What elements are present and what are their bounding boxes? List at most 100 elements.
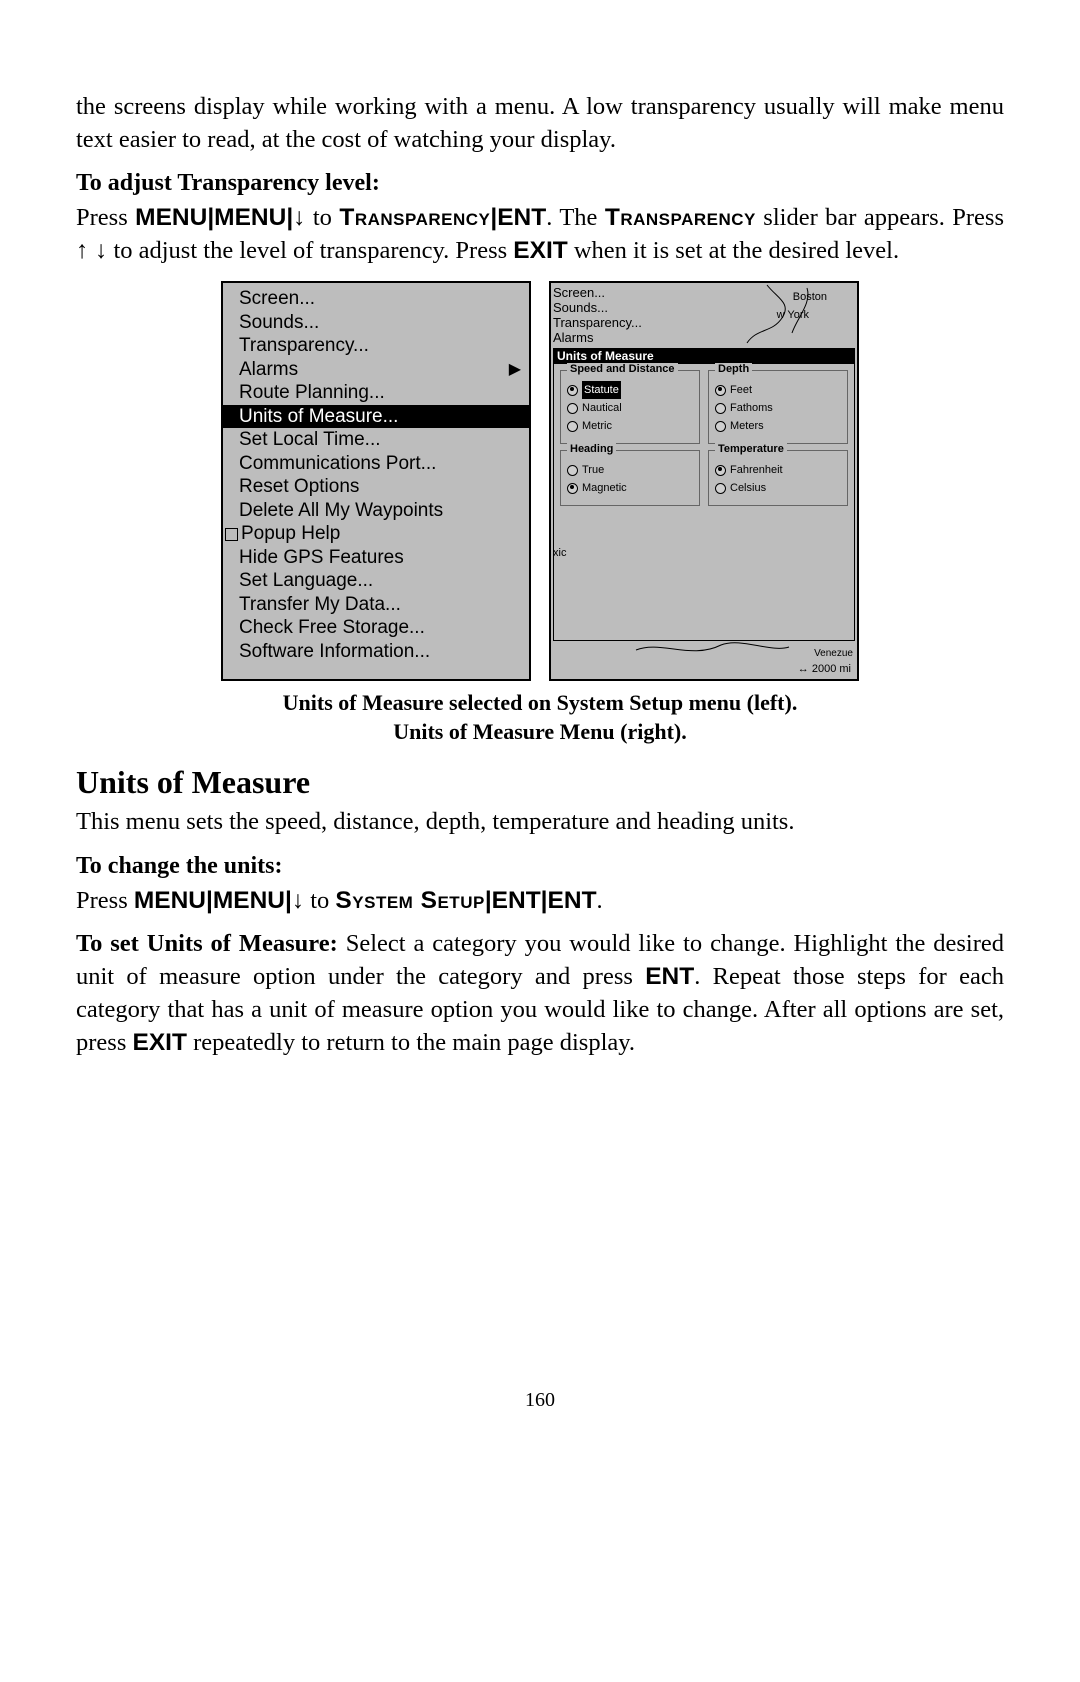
text: . The xyxy=(546,204,605,231)
menu-item[interactable]: Alarms xyxy=(553,330,642,345)
radio-option[interactable]: Fahrenheit xyxy=(715,461,841,479)
menu-item-label: Units of Measure... xyxy=(239,405,398,429)
menu-item[interactable]: Set Language... xyxy=(223,569,529,593)
menu-item[interactable]: Reset Options xyxy=(223,475,529,499)
key-down: ↓ xyxy=(292,887,304,914)
menu-item[interactable]: Screen... xyxy=(553,285,642,300)
radio-option[interactable]: Nautical xyxy=(567,399,693,417)
text-bold: To set Units of Measure: xyxy=(76,930,346,957)
option-group: Temperature Fahrenheit Celsius xyxy=(708,450,848,506)
radio-icon xyxy=(567,465,578,476)
menu-item[interactable]: Sounds... xyxy=(553,300,642,315)
radio-option[interactable]: True xyxy=(567,461,693,479)
menu-item[interactable]: Popup Help xyxy=(223,522,529,546)
coastline-icon xyxy=(737,283,857,353)
menu-item[interactable]: Set Local Time... xyxy=(223,428,529,452)
radio-icon xyxy=(715,483,726,494)
menu-item-label: Communications Port... xyxy=(239,452,436,476)
key-transparency: Transparency xyxy=(605,204,756,231)
menu-item[interactable]: Alarms▶ xyxy=(223,358,529,382)
menu-item[interactable]: Units of Measure... xyxy=(223,405,529,429)
radio-option[interactable]: Feet xyxy=(715,381,841,399)
menu-item-label: Alarms xyxy=(239,358,298,382)
key-pipe: | xyxy=(541,887,548,914)
group-legend: Depth xyxy=(715,363,752,375)
menu-item[interactable]: Screen... xyxy=(223,287,529,311)
radio-icon xyxy=(715,403,726,414)
radio-option[interactable]: Magnetic xyxy=(567,479,693,497)
option-label: Magnetic xyxy=(582,479,627,497)
radio-icon xyxy=(567,403,578,414)
menu-item-label: Set Language... xyxy=(239,569,373,593)
radio-option[interactable]: Meters xyxy=(715,417,841,435)
key-system-setup: System Setup xyxy=(335,887,484,914)
key-pipe: | xyxy=(485,887,492,914)
key-exit: EXIT xyxy=(132,1029,186,1056)
option-group: Depth Feet Fathoms Meters xyxy=(708,370,848,444)
radio-option[interactable]: Statute xyxy=(567,381,693,399)
option-label: Metric xyxy=(582,417,612,435)
text: Press xyxy=(76,887,134,914)
key-ent: ENT xyxy=(492,887,541,914)
option-label: Fahrenheit xyxy=(730,461,783,479)
text: to xyxy=(310,887,335,914)
key-updown: ↑ ↓ xyxy=(76,237,107,264)
key-transparency: Transparency xyxy=(339,204,490,231)
instructions-set-units: To set Units of Measure: Select a catego… xyxy=(76,927,1004,1059)
option-group: Speed and Distance Statute Nautical Metr… xyxy=(560,370,700,444)
menu-item[interactable]: Route Planning... xyxy=(223,381,529,405)
screenshot-left: Screen...Sounds...Transparency...Alarms▶… xyxy=(221,281,531,681)
radio-icon xyxy=(715,421,726,432)
key-menu: MENU xyxy=(214,204,286,231)
text: when it is set at the desired level. xyxy=(568,237,899,264)
menu-item[interactable]: Delete All My Waypoints xyxy=(223,499,529,523)
group-legend: Speed and Distance xyxy=(567,363,678,375)
key-menu: MENU xyxy=(135,204,207,231)
coastline-bottom-icon xyxy=(631,635,791,665)
menu-item-label: Sounds... xyxy=(239,311,319,335)
option-label: Fathoms xyxy=(730,399,773,417)
menu-item[interactable]: Hide GPS Features xyxy=(223,546,529,570)
radio-icon xyxy=(567,385,578,396)
menu-item-label: Check Free Storage... xyxy=(239,616,425,640)
key-ent: ENT xyxy=(645,963,694,990)
figure-caption: Units of Measure selected on System Setu… xyxy=(76,689,1004,746)
menu-item-label: Transfer My Data... xyxy=(239,593,401,617)
menu-item-label: Hide GPS Features xyxy=(239,546,404,570)
menu-item-label: Screen... xyxy=(239,287,315,311)
option-label: Statute xyxy=(582,381,621,399)
units-dialog: Speed and Distance Statute Nautical Metr… xyxy=(553,363,855,641)
menu-item[interactable]: Sounds... xyxy=(223,311,529,335)
page-number: 160 xyxy=(76,1389,1004,1412)
option-group: Heading True Magnetic xyxy=(560,450,700,506)
radio-icon xyxy=(715,465,726,476)
menu-item[interactable]: Check Free Storage... xyxy=(223,616,529,640)
option-label: Celsius xyxy=(730,479,766,497)
key-menu: MENU xyxy=(134,887,206,914)
option-label: Feet xyxy=(730,381,752,399)
text: to xyxy=(313,204,340,231)
caption-line-2: Units of Measure Menu (right). xyxy=(393,719,687,744)
radio-icon xyxy=(567,421,578,432)
key-down: ↓ xyxy=(293,204,305,231)
radio-option[interactable]: Fathoms xyxy=(715,399,841,417)
menu-item[interactable]: Software Information... xyxy=(223,640,529,664)
menu-item[interactable]: Communications Port... xyxy=(223,452,529,476)
heading-units: Units of Measure xyxy=(76,764,1004,801)
paragraph-units: This menu sets the speed, distance, dept… xyxy=(76,805,1004,838)
menu-item[interactable]: Transparency... xyxy=(223,334,529,358)
group-legend: Temperature xyxy=(715,443,787,455)
option-label: Meters xyxy=(730,417,764,435)
system-setup-menu: Screen...Sounds...Transparency...Alarms▶… xyxy=(223,283,529,663)
menu-item[interactable]: Transfer My Data... xyxy=(223,593,529,617)
instructions-change-units: Press MENU|MENU|↓ to System Setup|ENT|EN… xyxy=(76,884,1004,917)
radio-icon xyxy=(715,385,726,396)
map-label-venez: Venezue xyxy=(814,648,853,659)
radio-option[interactable]: Metric xyxy=(567,417,693,435)
radio-option[interactable]: Celsius xyxy=(715,479,841,497)
group-legend: Heading xyxy=(567,443,616,455)
page: the screens display while working with a… xyxy=(0,0,1080,1452)
option-label: True xyxy=(582,461,604,479)
menu-item[interactable]: Transparency... xyxy=(553,315,642,330)
key-pipe: | xyxy=(285,887,292,914)
